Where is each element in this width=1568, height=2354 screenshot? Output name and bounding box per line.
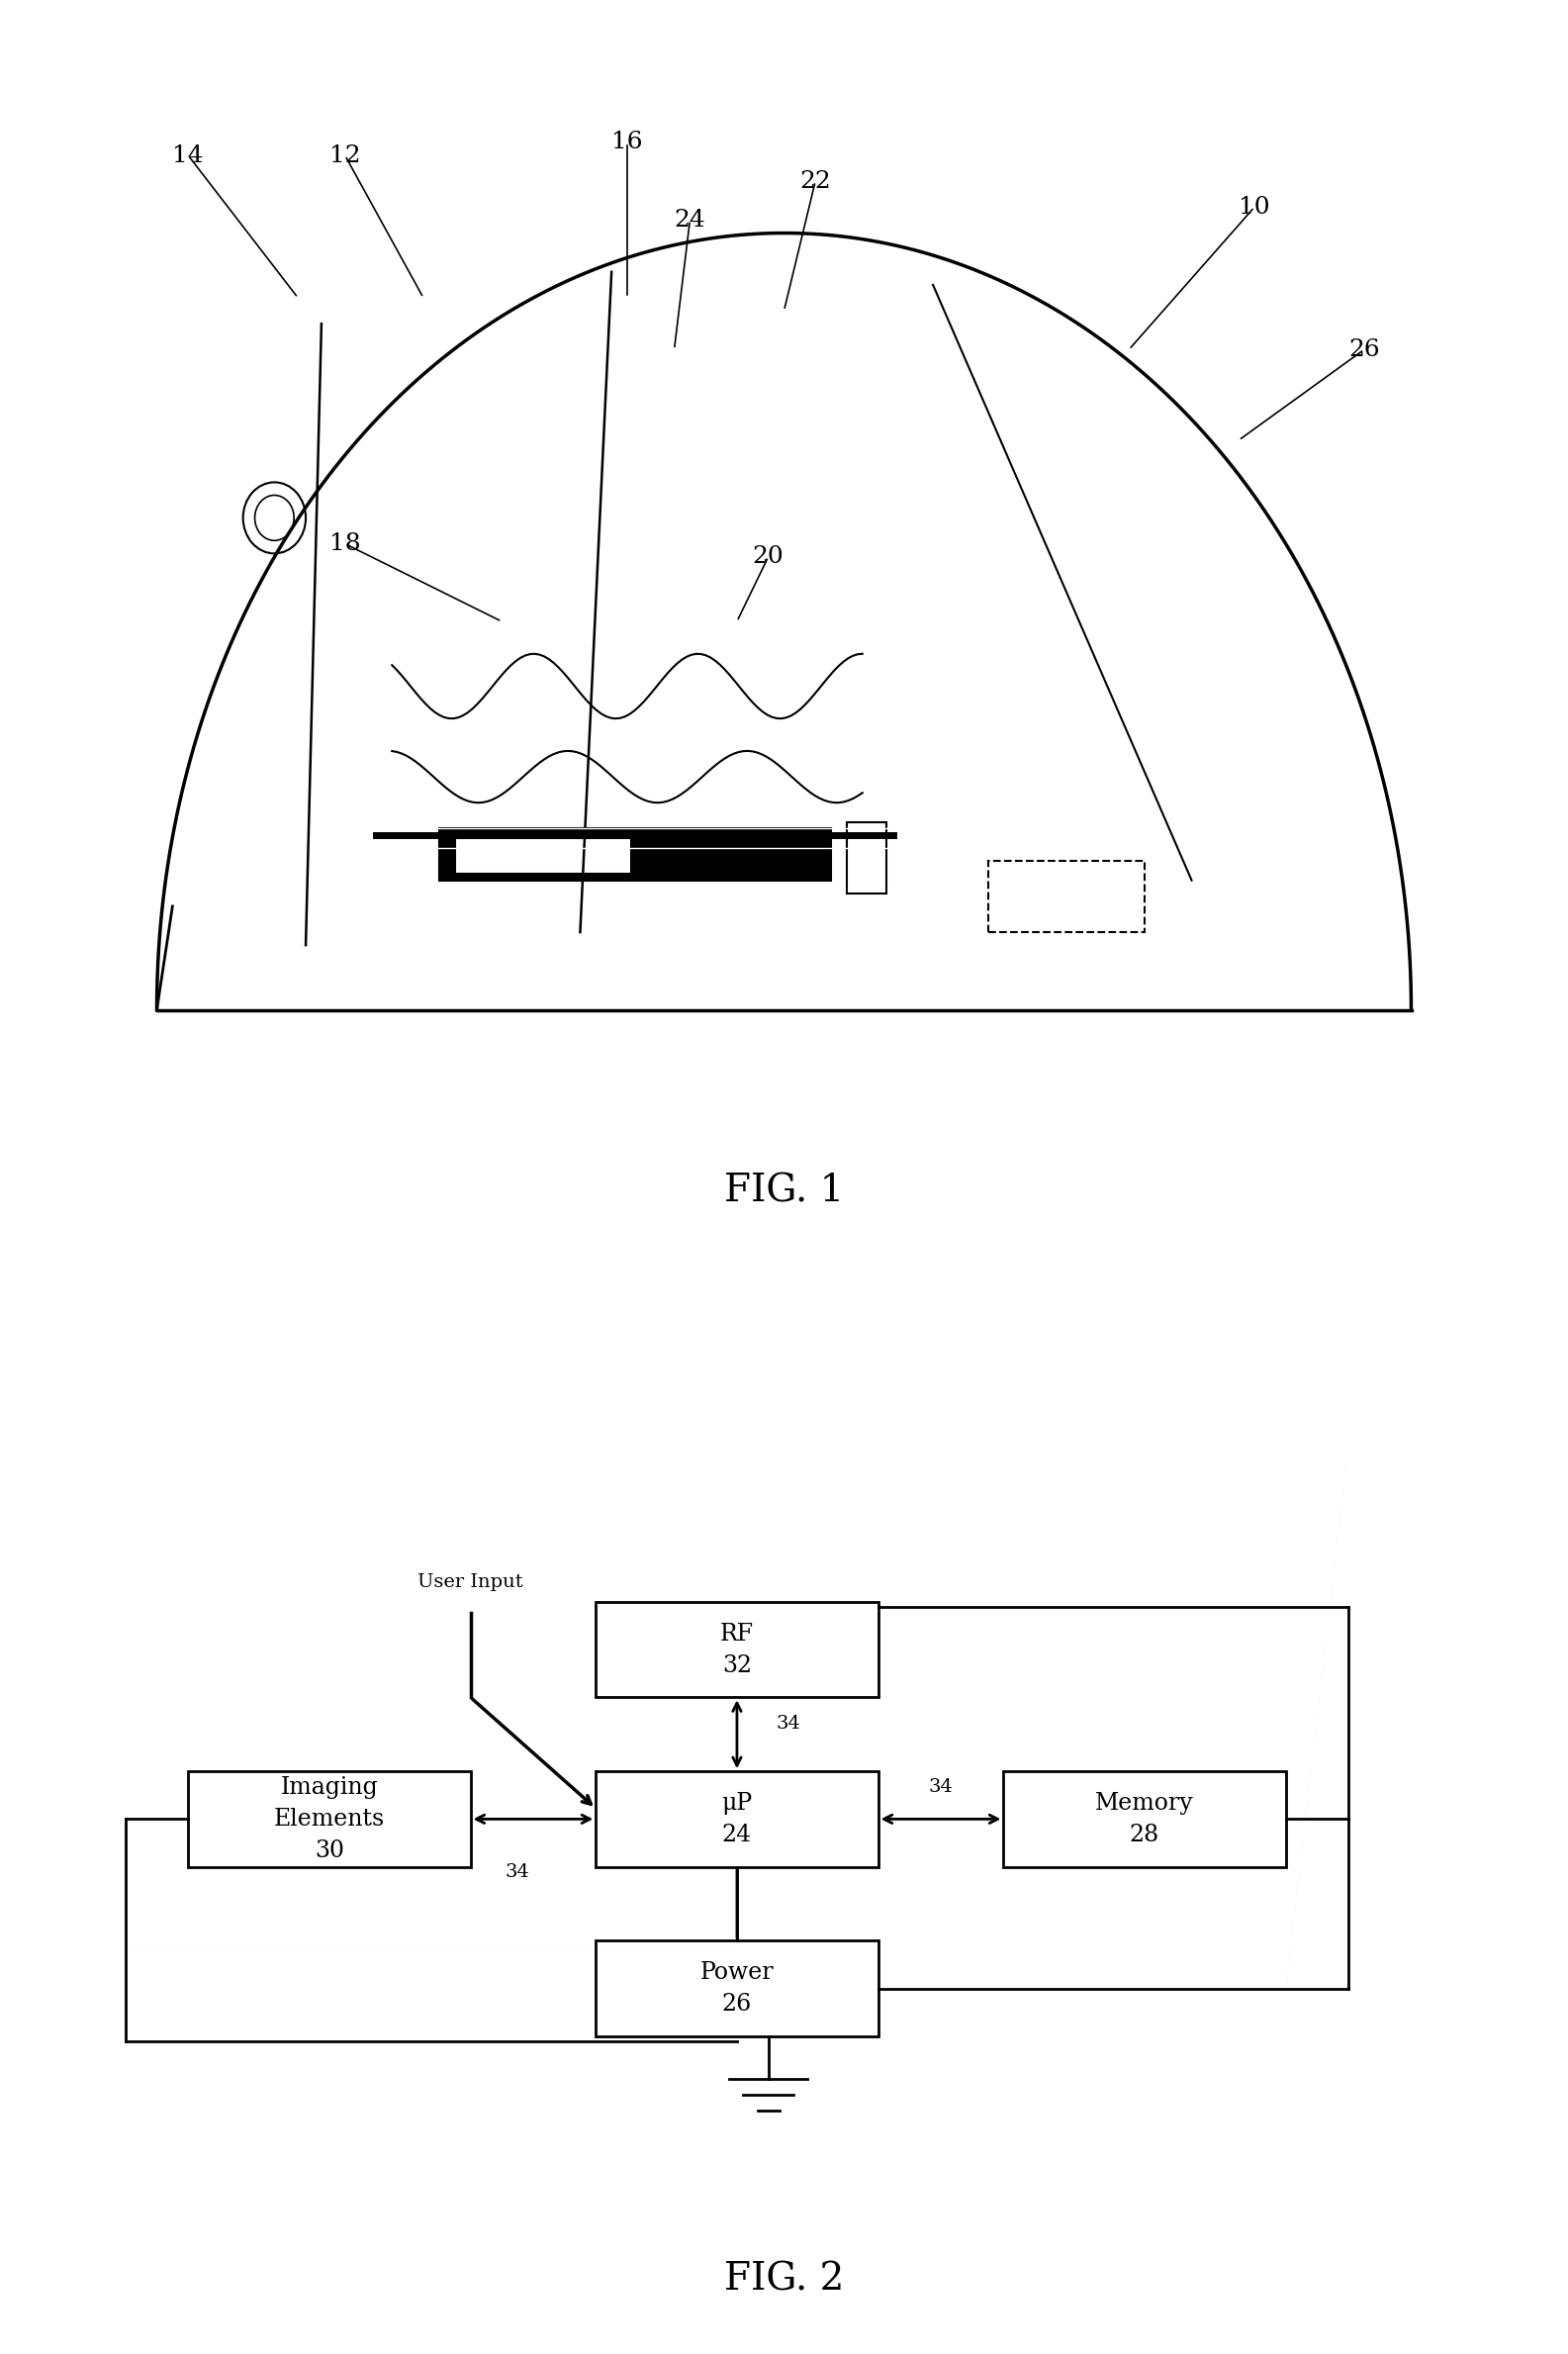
- Text: FIG. 2: FIG. 2: [724, 2262, 844, 2298]
- Text: FIG. 1: FIG. 1: [724, 1172, 844, 1210]
- FancyBboxPatch shape: [188, 1770, 470, 1867]
- Bar: [847, 822, 886, 895]
- Text: 14: 14: [172, 144, 204, 167]
- Ellipse shape: [254, 494, 295, 541]
- Text: 22: 22: [800, 169, 831, 193]
- Text: Memory
28: Memory 28: [1096, 1791, 1193, 1846]
- Text: 16: 16: [612, 132, 643, 153]
- Bar: [455, 838, 630, 873]
- FancyBboxPatch shape: [596, 1603, 878, 1697]
- Text: Power
26: Power 26: [699, 1961, 775, 2015]
- Text: 10: 10: [1239, 195, 1270, 219]
- Text: Imaging
Elements
30: Imaging Elements 30: [274, 1775, 384, 1862]
- Text: 12: 12: [329, 144, 361, 167]
- Text: RF
32: RF 32: [720, 1622, 754, 1676]
- FancyBboxPatch shape: [596, 1770, 878, 1867]
- FancyBboxPatch shape: [596, 1940, 878, 2036]
- Text: User Input: User Input: [417, 1572, 524, 1591]
- Bar: [439, 829, 831, 880]
- Text: 34: 34: [776, 1714, 801, 1733]
- Text: 18: 18: [329, 532, 361, 556]
- Text: 34: 34: [928, 1777, 953, 1796]
- Text: 26: 26: [1348, 339, 1380, 360]
- Bar: [988, 862, 1145, 932]
- Ellipse shape: [243, 483, 306, 553]
- Text: 34: 34: [505, 1862, 530, 1881]
- Text: 24: 24: [674, 210, 706, 231]
- Text: 20: 20: [753, 546, 784, 567]
- FancyBboxPatch shape: [1004, 1770, 1286, 1867]
- Text: μP
24: μP 24: [721, 1791, 753, 1846]
